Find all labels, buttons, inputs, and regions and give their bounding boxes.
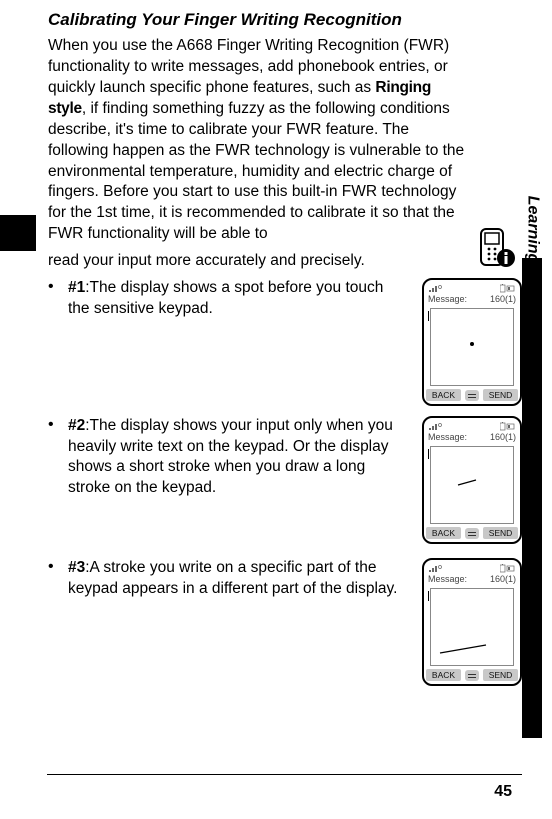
softkey-send: SEND: [483, 669, 518, 681]
case-2-text: #2:The display shows your input only whe…: [68, 416, 404, 498]
softkey-back: BACK: [426, 527, 461, 539]
softkey-back: BACK: [426, 389, 461, 401]
spot-dot: [470, 342, 474, 346]
signal-icon: [428, 420, 444, 432]
battery-icon: [500, 420, 516, 432]
softkey-bar: BACK SEND: [424, 526, 520, 540]
message-counter: 160(1): [490, 432, 516, 442]
softkey-back: BACK: [426, 669, 461, 681]
softkey-send: SEND: [483, 527, 518, 539]
case-1-body: :The display shows a spot before you tou…: [68, 279, 383, 316]
battery-icon: [500, 562, 516, 574]
softkey-menu-icon: [465, 670, 479, 681]
softkey-menu-icon: [465, 390, 479, 401]
status-bar: [424, 420, 520, 432]
message-counter: 160(1): [490, 294, 516, 304]
intro-text-2: , if finding something fuzzy as the foll…: [48, 100, 464, 243]
short-stroke: [456, 479, 478, 487]
footer-rule: [47, 774, 522, 775]
phone-screen: [430, 446, 514, 524]
page-number: 45: [494, 783, 512, 801]
phone-info-icon: [475, 227, 517, 269]
text-cursor: [428, 449, 429, 459]
message-label: Message:: [428, 574, 467, 584]
phone-screen: [430, 588, 514, 666]
softkey-bar: BACK SEND: [424, 668, 520, 682]
left-thumb-tab: [0, 215, 36, 251]
phone-mock-2: Message: 160(1) BACK SEND: [422, 416, 522, 544]
intro-paragraph: When you use the A668 Finger Writing Rec…: [48, 36, 468, 245]
phone-screen: [430, 308, 514, 386]
text-cursor: [428, 591, 429, 601]
signal-icon: [428, 562, 444, 574]
case-3-num: #3: [68, 559, 85, 576]
message-header: Message: 160(1): [428, 432, 516, 442]
case-3-body: :A stroke you write on a specific part o…: [68, 559, 397, 596]
softkey-menu-icon: [465, 528, 479, 539]
message-header: Message: 160(1): [428, 294, 516, 304]
text-cursor: [428, 311, 429, 321]
side-section-label: Learning to Use Your Phone: [523, 196, 541, 410]
status-bar: [424, 282, 520, 294]
softkey-bar: BACK SEND: [424, 388, 520, 402]
signal-icon: [428, 282, 444, 294]
battery-icon: [500, 282, 516, 294]
case-3-text: #3:A stroke you write on a specific part…: [68, 558, 404, 599]
case-2-num: #2: [68, 417, 85, 434]
case-2-body: :The display shows your input only when …: [68, 417, 393, 495]
message-counter: 160(1): [490, 574, 516, 584]
intro-last-line: read your input more accurately and prec…: [48, 251, 468, 272]
phone-mock-1: Message: 160(1) BACK SEND: [422, 278, 522, 406]
case-1-text: #1:The display shows a spot before you t…: [68, 278, 404, 319]
case-1-num: #1: [68, 279, 85, 296]
offset-stroke: [438, 643, 488, 655]
message-label: Message:: [428, 432, 467, 442]
status-bar: [424, 562, 520, 574]
message-header: Message: 160(1): [428, 574, 516, 584]
softkey-send: SEND: [483, 389, 518, 401]
phone-mock-3: Message: 160(1) BACK SEND: [422, 558, 522, 686]
section-heading: Calibrating Your Finger Writing Recognit…: [48, 10, 522, 30]
message-label: Message:: [428, 294, 467, 304]
